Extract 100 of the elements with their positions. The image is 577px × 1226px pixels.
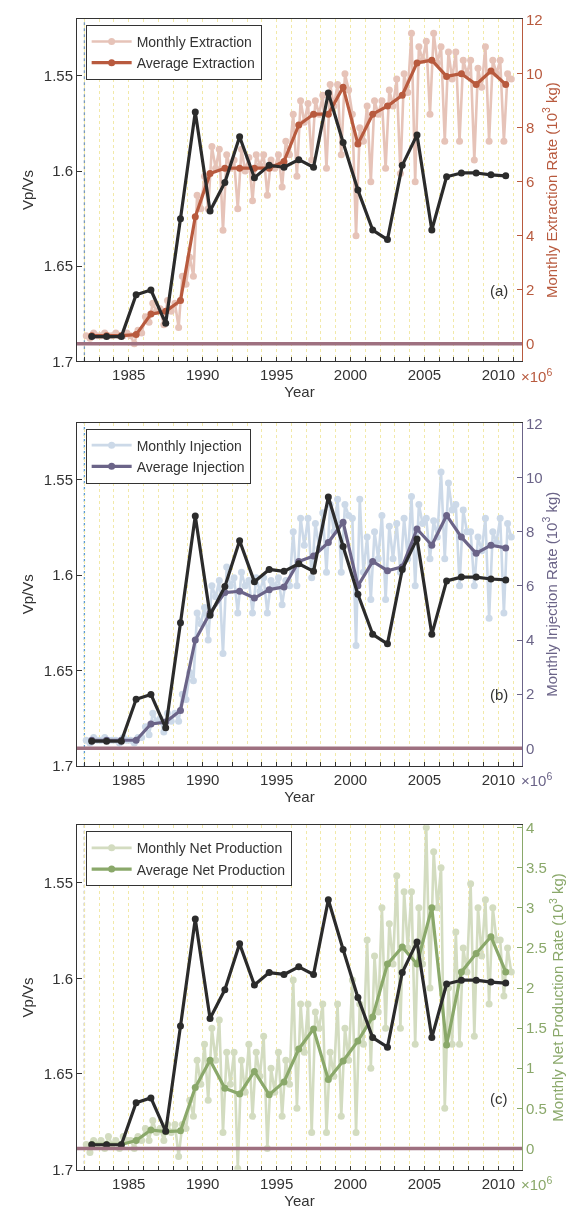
point — [147, 720, 155, 728]
x-axis-title: Year — [284, 787, 315, 805]
point — [191, 915, 199, 923]
x-tick-label: 1990 — [185, 770, 220, 788]
point — [265, 586, 273, 594]
point — [413, 938, 421, 946]
point — [310, 970, 318, 978]
point — [295, 1045, 303, 1053]
y2-tick-label: 3 — [526, 899, 535, 917]
y2-tick-label: 2.5 — [526, 939, 547, 957]
y2-tick-label: 8 — [526, 522, 535, 540]
point — [369, 1013, 377, 1021]
point — [428, 541, 436, 549]
point — [147, 286, 155, 294]
point — [295, 156, 303, 164]
point — [502, 80, 510, 88]
y2-tick-label: 3.5 — [526, 858, 547, 876]
point — [487, 541, 495, 549]
point — [413, 525, 421, 533]
x-tick-label: 1985 — [112, 1174, 146, 1192]
point — [324, 539, 332, 547]
point — [339, 83, 347, 91]
point — [236, 587, 244, 595]
point — [428, 1034, 436, 1042]
point — [191, 108, 199, 116]
point — [295, 963, 303, 971]
point — [265, 565, 273, 573]
x-tick-label: 2010 — [481, 1174, 516, 1192]
point — [502, 968, 510, 976]
annotation: (c) — [490, 1090, 508, 1107]
y-axis-title: Vp/Vs — [19, 170, 37, 211]
point — [236, 1090, 244, 1098]
x-tick-label: 2000 — [333, 1174, 368, 1192]
point — [339, 518, 347, 526]
point — [413, 131, 421, 139]
point — [472, 80, 480, 88]
point — [457, 968, 465, 976]
point — [487, 575, 495, 583]
y-tick-label: 1.6 — [52, 566, 73, 584]
point — [265, 1091, 273, 1099]
point — [383, 236, 391, 244]
x-tick-label: 1990 — [185, 366, 220, 384]
point — [487, 67, 495, 75]
point — [206, 1056, 214, 1064]
point — [191, 512, 199, 520]
point — [221, 164, 229, 172]
point — [457, 533, 465, 541]
annotation: (a) — [490, 282, 509, 299]
legend-label: Average Extraction — [136, 55, 255, 72]
point — [428, 56, 436, 64]
point — [457, 169, 465, 177]
point — [383, 102, 391, 110]
point — [221, 1084, 229, 1092]
point — [132, 331, 140, 339]
point — [443, 577, 451, 585]
point — [310, 110, 318, 118]
y2-tick-label: 4 — [526, 226, 535, 244]
point — [132, 291, 140, 299]
x-tick-label: 2000 — [333, 366, 368, 384]
point — [428, 226, 436, 234]
y2-tick-label: 6 — [526, 577, 535, 595]
point — [339, 946, 347, 954]
point — [383, 960, 391, 968]
point — [221, 178, 229, 186]
y2-tick-label: 12 — [526, 414, 543, 432]
y2-tick-label: 0.5 — [526, 1099, 547, 1117]
point — [398, 969, 406, 977]
point — [413, 59, 421, 67]
point — [383, 640, 391, 648]
point — [502, 576, 510, 584]
point — [457, 70, 465, 78]
legend-label: Monthly Net Production — [136, 840, 283, 857]
point — [457, 573, 465, 581]
y2-tick-label: 4 — [526, 631, 535, 649]
x-tick-label: 2010 — [481, 770, 516, 788]
y-axis-title: Vp/Vs — [19, 574, 37, 615]
point — [132, 695, 140, 703]
point — [236, 133, 244, 141]
point — [443, 173, 451, 181]
point — [280, 1078, 288, 1086]
point — [176, 1127, 184, 1135]
point — [443, 72, 451, 80]
point — [383, 1043, 391, 1051]
x-tick-label: 1990 — [185, 1174, 220, 1192]
point — [487, 978, 495, 986]
y2-tick-label: 2 — [526, 281, 535, 299]
x-axis-title: Year — [284, 1191, 315, 1209]
x-tick-label: 2005 — [407, 1174, 442, 1192]
y-tick-label: 1.6 — [52, 162, 73, 180]
point — [132, 1136, 140, 1144]
point — [147, 310, 155, 318]
point — [147, 1126, 155, 1134]
point — [428, 630, 436, 638]
y2-tick-label: 10 — [526, 468, 543, 486]
point — [339, 1057, 347, 1065]
point — [176, 619, 184, 627]
point — [369, 557, 377, 565]
point — [250, 578, 258, 586]
point — [324, 896, 332, 904]
point — [502, 172, 510, 180]
